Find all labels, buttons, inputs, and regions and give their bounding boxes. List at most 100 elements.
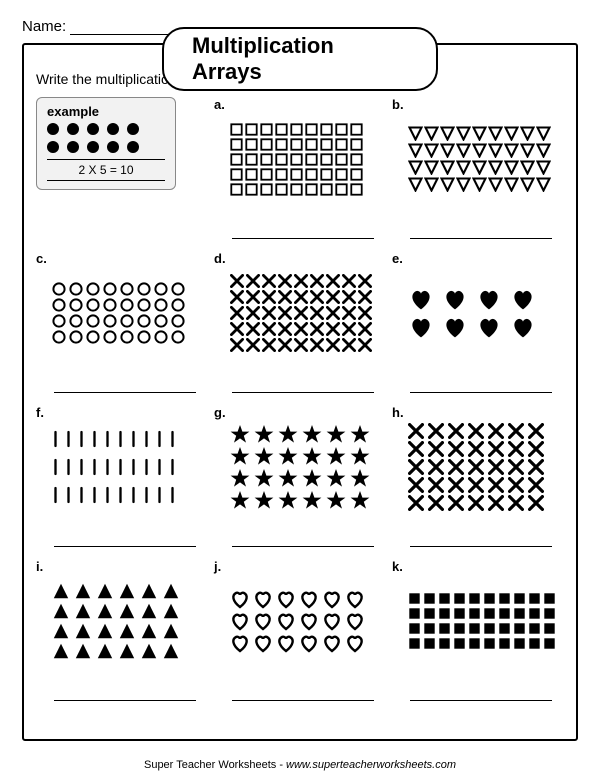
problem-j: j. xyxy=(214,557,386,707)
answer-line[interactable] xyxy=(410,392,552,393)
square-outline-icon xyxy=(320,153,333,166)
answer-line[interactable] xyxy=(232,546,374,547)
heart-outline-icon xyxy=(276,611,296,631)
star-solid-icon xyxy=(254,424,274,444)
square-outline-icon xyxy=(335,123,348,136)
square-solid-icon xyxy=(408,622,421,635)
triangle-up-solid-icon xyxy=(140,582,158,600)
circle-outline-icon xyxy=(137,314,151,328)
x-bold-icon xyxy=(428,495,444,511)
triangle-up-solid-icon xyxy=(162,622,180,640)
dot-icon xyxy=(127,123,139,135)
triangle-down-outline-icon xyxy=(472,126,487,141)
heart-outline-icon xyxy=(345,589,365,609)
x-bold-icon xyxy=(468,423,484,439)
square-outline-icon xyxy=(335,183,348,196)
tally-icon xyxy=(169,454,176,480)
answer-line[interactable] xyxy=(54,546,196,547)
heart-outline-icon xyxy=(230,589,250,609)
x-bold-icon xyxy=(468,495,484,511)
triangle-up-solid-icon xyxy=(52,602,70,620)
star-solid-icon xyxy=(230,446,250,466)
tally-icon xyxy=(156,426,163,452)
heart-solid-icon xyxy=(408,286,434,312)
tally-icon xyxy=(117,454,124,480)
tally-icon xyxy=(65,454,72,480)
square-outline-icon xyxy=(275,153,288,166)
x-bold-icon xyxy=(408,441,424,457)
triangle-down-outline-icon xyxy=(456,143,471,158)
triangle-up-solid-icon xyxy=(74,602,92,620)
tally-icon xyxy=(78,426,85,452)
triangle-up-solid-icon xyxy=(52,622,70,640)
dot-icon xyxy=(127,141,139,153)
star-solid-icon xyxy=(278,424,298,444)
answer-line[interactable] xyxy=(54,700,196,701)
triangle-down-outline-icon xyxy=(472,177,487,192)
heart-outline-icon xyxy=(276,589,296,609)
x-bold-icon xyxy=(262,290,276,304)
x-bold-icon xyxy=(230,274,244,288)
tally-icon xyxy=(130,482,137,508)
worksheet-frame: Multiplication Arrays Write the multipli… xyxy=(22,43,578,741)
x-bold-icon xyxy=(230,322,244,336)
problem-label: h. xyxy=(392,405,404,420)
tally-icon xyxy=(91,454,98,480)
square-outline-icon xyxy=(305,138,318,151)
x-bold-icon xyxy=(428,441,444,457)
heart-outline-icon xyxy=(230,611,250,631)
heart-outline-icon xyxy=(299,611,319,631)
answer-line[interactable] xyxy=(232,700,374,701)
square-outline-icon xyxy=(245,168,258,181)
x-bold-icon xyxy=(428,477,444,493)
square-outline-icon xyxy=(230,153,243,166)
x-bold-icon xyxy=(408,495,424,511)
triangle-down-outline-icon xyxy=(456,177,471,192)
answer-line[interactable] xyxy=(410,238,552,239)
circle-outline-icon xyxy=(69,282,83,296)
x-bold-icon xyxy=(246,338,260,352)
square-solid-icon xyxy=(468,622,481,635)
x-bold-icon xyxy=(358,338,372,352)
answer-line[interactable] xyxy=(410,546,552,547)
x-bold-icon xyxy=(230,306,244,320)
answer-line[interactable] xyxy=(232,392,374,393)
triangle-up-solid-icon xyxy=(118,582,136,600)
heart-outline-icon xyxy=(345,611,365,631)
problem-label: i. xyxy=(36,559,43,574)
tally-icon xyxy=(78,482,85,508)
x-bold-icon xyxy=(468,441,484,457)
footer-link[interactable]: www.superteacherworksheets.com xyxy=(286,759,456,771)
square-outline-icon xyxy=(275,123,288,136)
x-bold-icon xyxy=(428,459,444,475)
triangle-up-solid-icon xyxy=(140,622,158,640)
circle-outline-icon xyxy=(120,298,134,312)
square-outline-icon xyxy=(335,153,348,166)
x-bold-icon xyxy=(342,322,356,336)
answer-line[interactable] xyxy=(410,700,552,701)
heart-outline-icon xyxy=(299,633,319,653)
star-solid-icon xyxy=(350,468,370,488)
square-outline-icon xyxy=(305,123,318,136)
array-h xyxy=(408,407,560,529)
x-bold-icon xyxy=(326,290,340,304)
answer-line[interactable] xyxy=(54,392,196,393)
triangle-down-outline-icon xyxy=(408,177,423,192)
x-bold-icon xyxy=(488,477,504,493)
x-bold-icon xyxy=(246,306,260,320)
answer-line[interactable] xyxy=(232,238,374,239)
square-outline-icon xyxy=(350,183,363,196)
square-outline-icon xyxy=(320,168,333,181)
square-outline-icon xyxy=(335,168,348,181)
circle-outline-icon xyxy=(103,282,117,296)
x-bold-icon xyxy=(448,495,464,511)
triangle-down-outline-icon xyxy=(520,177,535,192)
triangle-down-outline-icon xyxy=(424,143,439,158)
x-bold-icon xyxy=(428,423,444,439)
triangle-up-solid-icon xyxy=(74,582,92,600)
tally-icon xyxy=(169,482,176,508)
triangle-down-outline-icon xyxy=(456,160,471,175)
circle-outline-icon xyxy=(52,282,66,296)
triangle-down-outline-icon xyxy=(424,160,439,175)
square-solid-icon xyxy=(453,607,466,620)
